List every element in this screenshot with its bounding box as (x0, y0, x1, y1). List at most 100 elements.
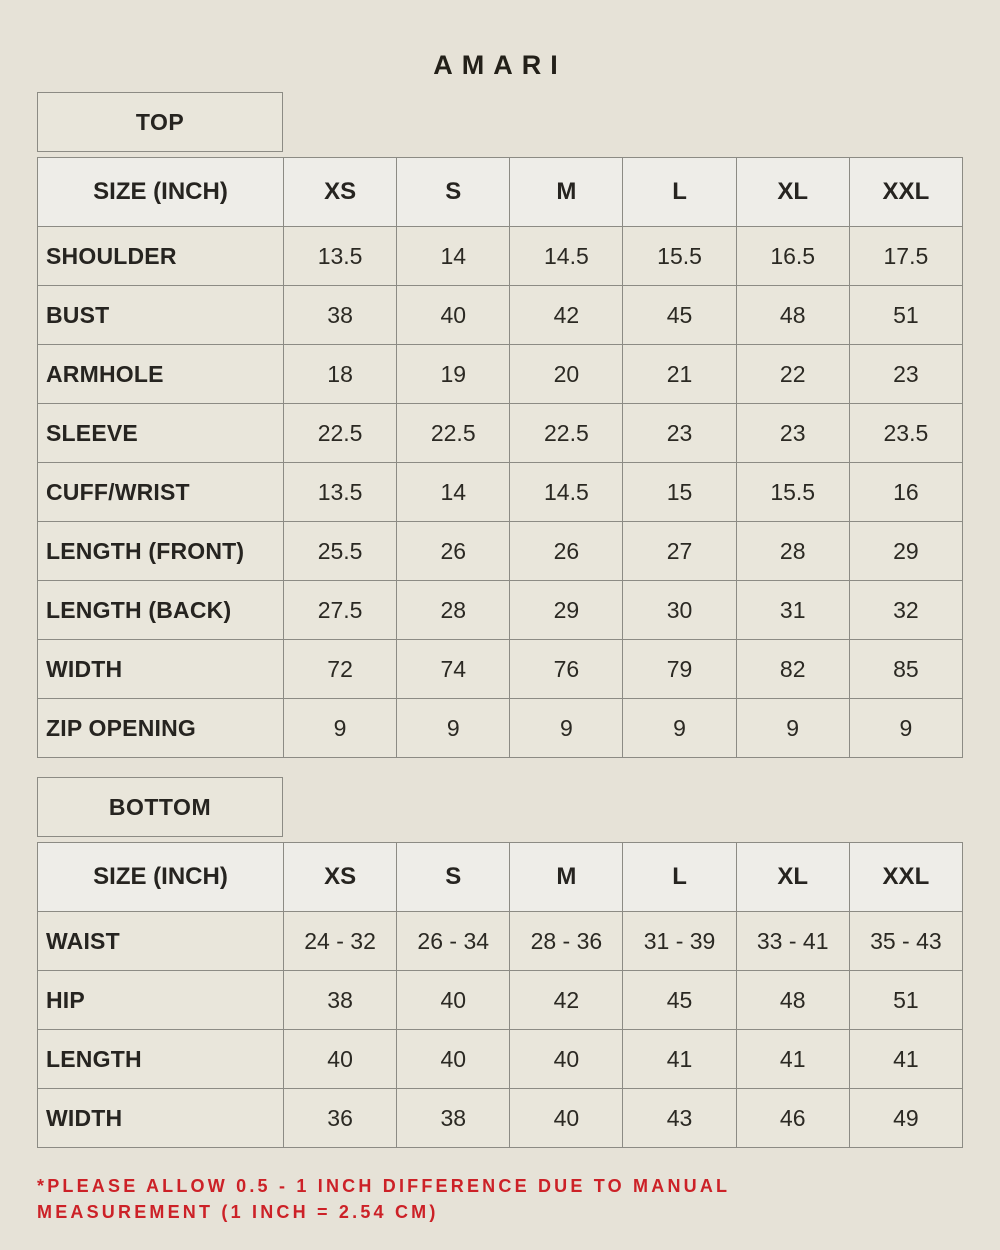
measurement-value: 51 (848, 285, 964, 345)
measurement-value: 82 (735, 639, 850, 699)
measurement-value: 74 (396, 639, 511, 699)
size-column-header: M (509, 842, 624, 912)
measurement-value: 72 (282, 639, 398, 699)
measurement-label: LENGTH (FRONT) (37, 521, 284, 581)
measurement-value: 42 (509, 285, 624, 345)
measurement-row: LENGTH (BACK) 27.5 28 29 30 31 32 (37, 580, 964, 640)
measurement-row: CUFF/WRIST 13.5 14 14.5 15 15.5 16 (37, 462, 964, 522)
measurement-value: 25.5 (282, 521, 398, 581)
measurement-value: 26 (509, 521, 624, 581)
top-section: TOP SIZE (INCH) XS S M L XL XXL SHOULDER 13.5 14 1… (37, 92, 1000, 758)
size-unit-header: SIZE (INCH) (37, 842, 284, 912)
measurement-value: 49 (848, 1088, 964, 1148)
measurement-value: 40 (282, 1029, 398, 1089)
measurement-row: ZIP OPENING 9 9 9 9 9 9 (37, 698, 964, 758)
measurement-label: WIDTH (37, 1088, 284, 1148)
measurement-value: 15.5 (622, 226, 737, 286)
measurement-row: WAIST 24 - 32 26 - 34 28 - 36 31 - 39 33 - 41… (37, 911, 964, 971)
size-column-header: XL (735, 157, 850, 227)
measurement-row: ARMHOLE 18 19 20 21 22 23 (37, 344, 964, 404)
measurement-row: LENGTH 40 40 40 41 41 41 (37, 1029, 964, 1089)
top-size-table: SIZE (INCH) XS S M L XL XXL SHOULDER 13.5 14 14.5 1… (37, 157, 964, 758)
measurement-value: 23 (622, 403, 737, 463)
measurement-value: 16.5 (735, 226, 850, 286)
measurement-value: 79 (622, 639, 737, 699)
measurement-value: 20 (509, 344, 624, 404)
measurement-value: 85 (848, 639, 964, 699)
size-column-header: L (622, 842, 737, 912)
measurement-value: 22.5 (509, 403, 624, 463)
measurement-value: 14.5 (509, 226, 624, 286)
measurement-value: 26 - 34 (396, 911, 511, 971)
measurement-value: 29 (509, 580, 624, 640)
measurement-value: 45 (622, 970, 737, 1030)
measurement-value: 9 (622, 698, 737, 758)
measurement-value: 76 (509, 639, 624, 699)
bottom-section: BOTTOM SIZE (INCH) XS S M L XL XXL WAIST 24 - 32… (37, 777, 1000, 1148)
bottom-size-table: SIZE (INCH) XS S M L XL XXL WAIST 24 - 32 26 - 34… (37, 842, 964, 1148)
disclaimer-line-2: MEASUREMENT (1 INCH = 2.54 CM) (37, 1202, 439, 1222)
measurement-value: 28 (735, 521, 850, 581)
measurement-value: 14 (396, 462, 511, 522)
measurement-label: WAIST (37, 911, 284, 971)
measurement-label: ZIP OPENING (37, 698, 284, 758)
measurement-value: 14 (396, 226, 511, 286)
size-header-row: SIZE (INCH) XS S M L XL XXL (37, 157, 964, 227)
measurement-value: 35 - 43 (848, 911, 964, 971)
measurement-label: BUST (37, 285, 284, 345)
measurement-value: 40 (509, 1029, 624, 1089)
measurement-value: 41 (622, 1029, 737, 1089)
measurement-value: 46 (735, 1088, 850, 1148)
measurement-value: 41 (735, 1029, 850, 1089)
measurement-value: 26 (396, 521, 511, 581)
measurement-row: SHOULDER 13.5 14 14.5 15.5 16.5 17.5 (37, 226, 964, 286)
measurement-value: 33 - 41 (735, 911, 850, 971)
measurement-label: CUFF/WRIST (37, 462, 284, 522)
measurement-value: 30 (622, 580, 737, 640)
measurement-value: 40 (509, 1088, 624, 1148)
size-column-header: L (622, 157, 737, 227)
measurement-label: ARMHOLE (37, 344, 284, 404)
bottom-section-label-box: BOTTOM (37, 777, 283, 837)
measurement-value: 38 (396, 1088, 511, 1148)
disclaimer-line-1: *PLEASE ALLOW 0.5 - 1 INCH DIFFERENCE DU… (37, 1176, 731, 1196)
measurement-value: 9 (848, 698, 964, 758)
measurement-value: 9 (735, 698, 850, 758)
bottom-section-label: BOTTOM (108, 793, 212, 820)
measurement-value: 9 (282, 698, 398, 758)
measurement-value: 28 - 36 (509, 911, 624, 971)
measurement-row: LENGTH (FRONT) 25.5 26 26 27 28 29 (37, 521, 964, 581)
measurement-value: 40 (396, 285, 511, 345)
measurement-label: SHOULDER (37, 226, 284, 286)
measurement-value: 23 (848, 344, 964, 404)
measurement-value: 28 (396, 580, 511, 640)
measurement-value: 45 (622, 285, 737, 345)
top-section-label-box: TOP (37, 92, 283, 152)
measurement-value: 24 - 32 (282, 911, 398, 971)
measurement-value: 36 (282, 1088, 398, 1148)
measurement-row: WIDTH 36 38 40 43 46 49 (37, 1088, 964, 1148)
measurement-disclaimer: *PLEASE ALLOW 0.5 - 1 INCH DIFFERENCE DU… (37, 1173, 967, 1225)
size-unit-header: SIZE (INCH) (37, 157, 284, 227)
measurement-value: 13.5 (282, 226, 398, 286)
measurement-value: 22 (735, 344, 850, 404)
measurement-value: 29 (848, 521, 964, 581)
measurement-row: BUST 38 40 42 45 48 51 (37, 285, 964, 345)
size-column-header: XS (282, 842, 398, 912)
measurement-label: SLEEVE (37, 403, 284, 463)
measurement-value: 15.5 (735, 462, 850, 522)
measurement-label: LENGTH (37, 1029, 284, 1089)
top-section-label: TOP (135, 108, 185, 135)
measurement-value: 16 (848, 462, 964, 522)
measurement-value: 48 (735, 970, 850, 1030)
measurement-row: WIDTH 72 74 76 79 82 85 (37, 639, 964, 699)
size-column-header: M (509, 157, 624, 227)
size-column-header: XXL (848, 842, 964, 912)
measurement-row: SLEEVE 22.5 22.5 22.5 23 23 23.5 (37, 403, 964, 463)
size-header-row: SIZE (INCH) XS S M L XL XXL (37, 842, 964, 912)
measurement-value: 22.5 (396, 403, 511, 463)
measurement-label: WIDTH (37, 639, 284, 699)
measurement-value: 38 (282, 285, 398, 345)
measurement-value: 43 (622, 1088, 737, 1148)
